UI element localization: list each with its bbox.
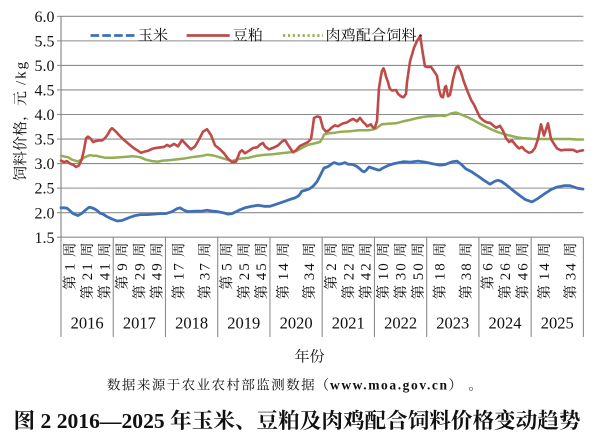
svg-text:37: 37 [198, 261, 214, 280]
svg-text:18: 18 [433, 261, 449, 280]
svg-text:38: 38 [459, 261, 475, 280]
svg-text:2024: 2024 [489, 314, 522, 333]
svg-text:4.5: 4.5 [35, 83, 55, 100]
svg-text:6.0: 6.0 [35, 9, 55, 26]
svg-text:46: 46 [515, 261, 531, 280]
svg-text:25: 25 [237, 261, 253, 280]
svg-text:4.0: 4.0 [35, 107, 55, 124]
svg-text:1.5: 1.5 [35, 230, 55, 247]
svg-text:3.5: 3.5 [35, 132, 55, 149]
svg-text:www.moa.gov.cn: www.moa.gov.cn [330, 378, 447, 393]
svg-text:6: 6 [481, 261, 497, 271]
svg-text:21: 21 [80, 261, 96, 280]
svg-text:3.0: 3.0 [35, 156, 55, 173]
svg-text:2022: 2022 [384, 314, 417, 333]
svg-text:2: 2 [324, 261, 340, 271]
svg-text:14: 14 [537, 261, 553, 280]
svg-text:30: 30 [393, 261, 409, 280]
svg-text:45: 45 [254, 261, 270, 280]
svg-text:1: 1 [63, 261, 79, 271]
svg-text:2023: 2023 [436, 314, 469, 333]
svg-text:26: 26 [498, 261, 514, 280]
svg-text:17: 17 [171, 261, 187, 280]
svg-text:50: 50 [411, 261, 427, 280]
svg-text:2018: 2018 [175, 314, 208, 333]
svg-text:42: 42 [359, 261, 375, 280]
svg-text:2021: 2021 [332, 314, 365, 333]
svg-text:5.0: 5.0 [35, 58, 55, 75]
svg-text:49: 49 [150, 261, 166, 280]
svg-text:5.5: 5.5 [35, 34, 55, 51]
svg-text:2020: 2020 [280, 314, 313, 333]
svg-text:14: 14 [276, 261, 292, 280]
svg-text:2025: 2025 [541, 314, 574, 333]
svg-text:9: 9 [115, 261, 131, 271]
svg-text:2017: 2017 [123, 314, 156, 333]
svg-text:41: 41 [97, 261, 113, 280]
svg-text:34: 34 [563, 261, 579, 280]
svg-text:2016: 2016 [71, 314, 104, 333]
svg-text:2.5: 2.5 [35, 181, 55, 198]
svg-text:29: 29 [132, 261, 148, 280]
svg-text:34: 34 [302, 261, 318, 280]
svg-text:22: 22 [341, 261, 357, 280]
svg-text:2.0: 2.0 [35, 205, 55, 222]
svg-text:5: 5 [219, 261, 235, 271]
svg-text:2019: 2019 [227, 314, 260, 333]
svg-text:/kg: /kg [13, 60, 29, 85]
svg-text:2 2016—2025: 2 2016—2025 [41, 409, 165, 433]
svg-text:10: 10 [376, 261, 392, 280]
